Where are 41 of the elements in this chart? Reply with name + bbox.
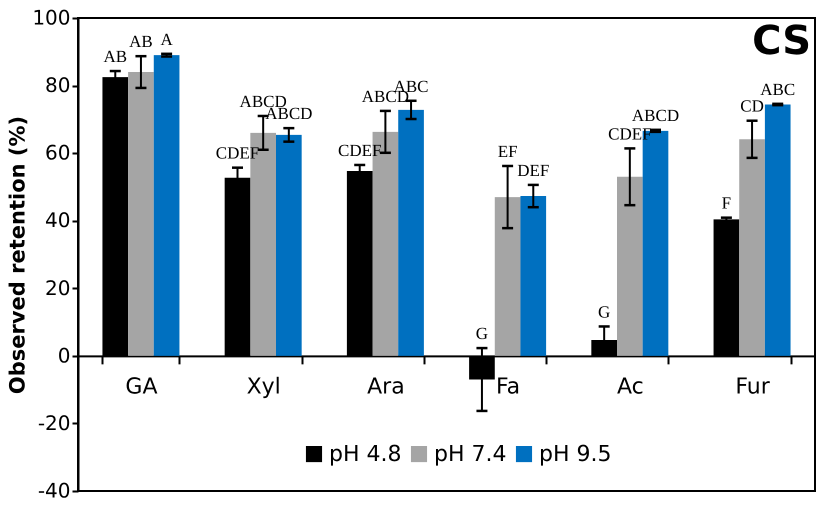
x-tick-label: Fur [735, 374, 771, 400]
y-axis-title: Observed retention (%) [5, 116, 30, 394]
data-label: A [160, 30, 174, 49]
y-tick-label: 0 [58, 343, 70, 368]
legend-label: pH 9.5 [539, 442, 612, 467]
y-tick-label: 40 [45, 208, 70, 232]
bar [520, 196, 546, 356]
data-label: CD [740, 96, 764, 116]
bar [494, 197, 520, 356]
data-label: ABCD [632, 106, 680, 125]
y-tick-label: 100 [32, 6, 70, 30]
chart-title: CS [752, 18, 811, 64]
x-tick-label: GA [125, 374, 158, 400]
x-tick-label: Xyl [246, 374, 281, 400]
y-tick-label: -40 [38, 478, 70, 502]
bar [617, 176, 643, 356]
y-tick-label: -20 [38, 410, 70, 435]
y-tick-label: 80 [45, 73, 70, 98]
x-tick-label: Fa [496, 374, 520, 400]
bar [739, 139, 765, 356]
data-label: CDEF [338, 140, 382, 160]
x-tick-label: Ara [367, 374, 405, 400]
x-tick-label: Ac [616, 374, 644, 400]
bar [276, 134, 302, 356]
data-label: G [476, 324, 488, 344]
data-label: AB [129, 32, 153, 52]
bar [128, 72, 154, 356]
legend-label: pH 7.4 [434, 442, 506, 467]
legend-label: pH 4.8 [329, 442, 402, 467]
data-label: DEF [517, 160, 550, 180]
bar [398, 110, 424, 356]
data-label: G [598, 302, 610, 322]
y-tick-label: 20 [45, 276, 70, 300]
data-label: CDEF [216, 144, 260, 163]
data-label: ABC [760, 80, 796, 99]
data-label: AB [103, 47, 128, 66]
data-label: EF [498, 142, 518, 161]
data-label: F [722, 194, 732, 213]
bar [764, 104, 791, 356]
bar [154, 55, 180, 356]
y-tick-label: 60 [45, 140, 70, 165]
